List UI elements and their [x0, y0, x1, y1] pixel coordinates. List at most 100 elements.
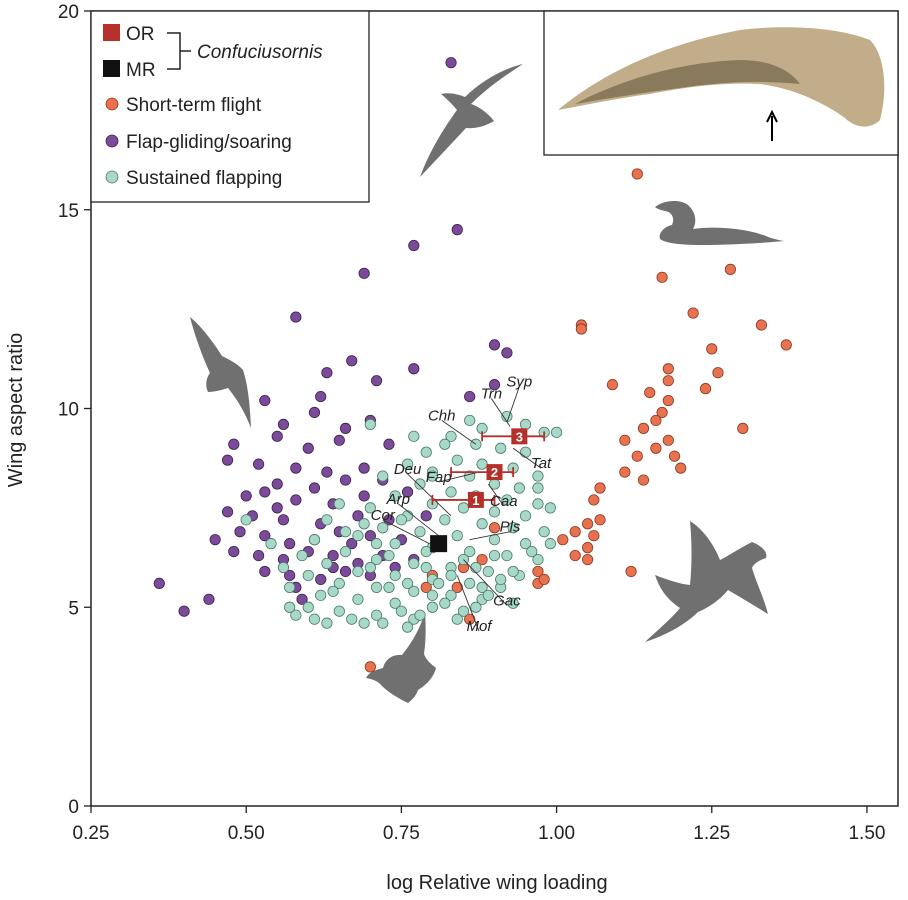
annotation-cor: Cor	[371, 507, 396, 524]
point-flap-gliding-soaring	[277, 514, 290, 526]
legend-or-label: OR	[126, 24, 155, 45]
point-flap-gliding-soaring	[259, 486, 271, 498]
point-sustained-flapping	[408, 430, 420, 442]
leader-deu	[407, 473, 452, 517]
point-flap-gliding-soaring	[352, 510, 364, 522]
x-tick-label-0-75: 0.75	[383, 823, 420, 844]
point-flap-gliding-soaring	[383, 514, 395, 526]
point-sustained-flapping	[476, 518, 488, 530]
point-flap-gliding-soaring	[358, 490, 370, 502]
point-flap-gliding-soaring	[209, 534, 221, 546]
kestrel-silhouette	[190, 317, 251, 428]
legend-or-marker	[103, 24, 120, 41]
x-tick-label-1-25: 1.25	[693, 823, 730, 844]
point-sustained-flapping	[501, 549, 513, 562]
y-axis-ticks: 0 5 10 15 20	[58, 2, 91, 818]
point-flap-gliding-soaring	[408, 363, 420, 375]
point-sustained-flapping	[507, 597, 519, 609]
x-tick-label-0-25: 0.25	[73, 823, 110, 844]
marker-or-2	[486, 464, 503, 481]
point-sustained-flapping	[308, 613, 321, 625]
point-short-term-flight	[699, 383, 712, 395]
point-flap-gliding-soaring	[253, 458, 265, 470]
point-short-term-flight	[631, 450, 643, 462]
point-flap-gliding-soaring	[284, 538, 296, 550]
annotation-tat: Tat	[531, 455, 552, 472]
point-sustained-flapping	[526, 545, 538, 558]
y-tick-label-10: 10	[58, 400, 79, 421]
annotation-trn: Trn	[481, 386, 502, 403]
point-sustained-flapping	[370, 581, 383, 593]
point-sustained-flapping	[352, 530, 364, 542]
point-sustained-flapping	[321, 557, 333, 570]
point-flap-gliding-soaring	[271, 502, 283, 514]
annotation-gac: Gac	[493, 592, 521, 609]
x-tick-label-1-50: 1.50	[848, 823, 885, 844]
leader-fap	[438, 471, 480, 483]
point-sustained-flapping	[426, 601, 439, 613]
point-sustained-flapping	[389, 490, 401, 502]
point-flap-gliding-soaring	[420, 510, 432, 522]
point-short-term-flight	[780, 339, 792, 351]
point-sustained-flapping	[501, 494, 513, 506]
annotation-chh: Chh	[428, 407, 456, 424]
point-sustained-flapping	[451, 530, 463, 542]
point-sustained-flapping	[470, 601, 482, 613]
point-flap-gliding-soaring	[290, 462, 302, 474]
annotation-arp: Arp	[386, 491, 410, 508]
point-sustained-flapping	[488, 506, 501, 518]
annotation-mof: Mof	[466, 618, 493, 635]
point-flap-gliding-soaring	[358, 267, 370, 279]
point-sustained-flapping	[476, 581, 488, 593]
point-sustained-flapping	[451, 613, 463, 625]
point-flap-gliding-soaring	[308, 482, 321, 494]
point-short-term-flight	[724, 263, 736, 275]
point-sustained-flapping	[519, 446, 532, 458]
x-tick-label-1-00: 1.00	[538, 823, 575, 844]
point-short-term-flight	[588, 494, 600, 506]
point-sustained-flapping	[426, 470, 439, 482]
x-axis-label: log Relative wing loading	[386, 872, 607, 894]
point-sustained-flapping	[439, 438, 451, 450]
leader-syp	[506, 386, 520, 423]
point-short-term-flight	[582, 542, 594, 554]
point-sustained-flapping	[433, 577, 445, 590]
legend-group-label: Confuciusornis	[197, 42, 323, 63]
point-sustained-flapping	[464, 414, 476, 427]
point-sustained-flapping	[321, 514, 333, 526]
marker-or-1	[467, 491, 484, 508]
marker-mr	[430, 535, 448, 553]
point-sustained-flapping	[377, 470, 389, 482]
point-short-term-flight	[712, 367, 724, 379]
leader-gac	[463, 559, 508, 606]
point-sustained-flapping	[414, 526, 426, 538]
leader-cor	[382, 519, 430, 545]
point-sustained-flapping	[290, 609, 302, 621]
point-short-term-flight	[650, 442, 662, 454]
point-sustained-flapping	[377, 522, 389, 534]
series-flap-gliding-soaring	[153, 57, 513, 617]
point-short-term-flight	[532, 565, 544, 578]
point-short-term-flight	[625, 565, 637, 578]
point-flap-gliding-soaring	[339, 474, 352, 486]
point-flap-gliding-soaring	[277, 418, 290, 430]
point-flap-gliding-soaring	[259, 565, 271, 578]
point-sustained-flapping	[370, 553, 383, 566]
point-sustained-flapping	[544, 502, 556, 514]
point-flap-gliding-soaring	[271, 430, 283, 442]
point-sustained-flapping	[439, 597, 451, 609]
point-sustained-flapping	[333, 498, 345, 510]
point-flap-gliding-soaring	[445, 57, 457, 69]
legend-frame	[90, 10, 370, 203]
point-flap-gliding-soaring	[488, 339, 501, 351]
point-sustained-flapping	[302, 601, 314, 613]
point-short-term-flight	[737, 422, 749, 434]
point-flap-gliding-soaring	[296, 593, 308, 605]
point-flap-gliding-soaring	[240, 490, 252, 502]
point-sustained-flapping	[265, 538, 277, 550]
point-flap-gliding-soaring	[346, 538, 358, 550]
point-flap-gliding-soaring	[259, 394, 271, 407]
point-sustained-flapping	[482, 565, 494, 578]
legend-mr-label: MR	[126, 60, 156, 81]
